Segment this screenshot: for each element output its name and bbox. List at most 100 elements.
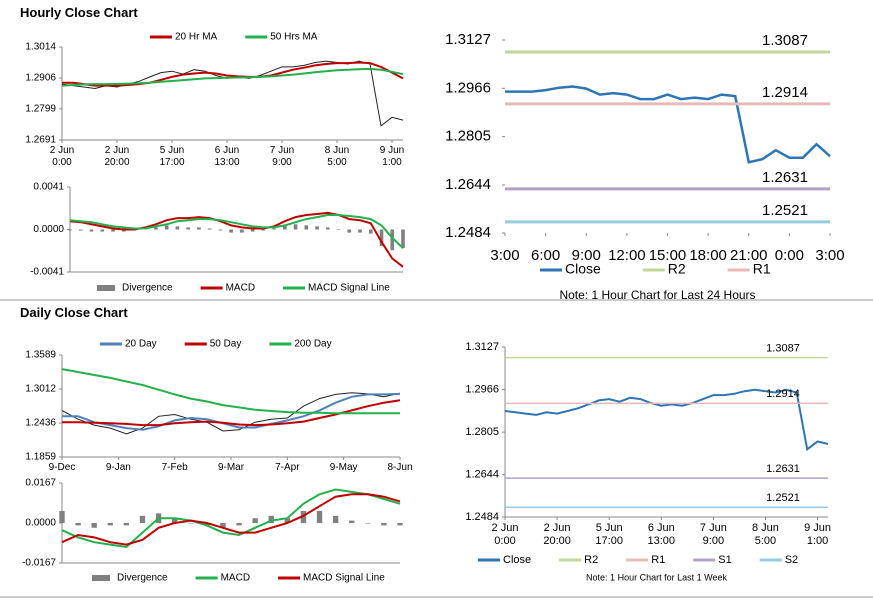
x-tick-label: 2 Jun 20:00 xyxy=(543,522,571,547)
divergence-bar xyxy=(207,228,212,230)
divergence-bar xyxy=(293,224,298,230)
x-tick-label: 21:00 xyxy=(729,247,768,264)
divergence-bar xyxy=(204,523,210,526)
x-tick-label: 2 Jun 0:00 xyxy=(491,522,519,547)
x-tick-label: 3:00 xyxy=(490,247,520,264)
divergence-bar xyxy=(261,229,266,231)
divergence-bar xyxy=(121,229,126,232)
y-tick-label: 0.0167 xyxy=(25,478,56,489)
legend-label: 20 Hr MA xyxy=(175,32,218,43)
level-label: 1.2914 xyxy=(762,84,808,101)
x-tick-label: 5 Jun 17:00 xyxy=(159,145,185,168)
legend-label: Divergence xyxy=(117,573,168,584)
legend-label: S1 xyxy=(718,554,731,566)
divergence-bar xyxy=(316,511,323,523)
x-tick-label: 3:00 xyxy=(815,247,845,264)
legend-swatch xyxy=(92,575,110,581)
heading: Daily Close Chart xyxy=(20,305,128,320)
series-line xyxy=(505,85,831,164)
divergence-bar xyxy=(332,515,339,523)
divergence-bar xyxy=(368,229,373,234)
x-tick-label: 6:00 xyxy=(531,247,561,264)
divergence-bar xyxy=(252,518,258,523)
x-tick-label: 2 Jun 20:00 xyxy=(104,145,130,168)
x-tick-label: 7 Jun 9:00 xyxy=(699,522,727,547)
x-tick-label: 8 Jun 5:00 xyxy=(752,522,779,547)
series-line xyxy=(61,493,401,546)
divergence-bar xyxy=(358,229,362,233)
level-label: 1.2631 xyxy=(762,169,808,186)
divergence-bar xyxy=(68,229,72,231)
divergence-bar xyxy=(89,229,94,232)
legend-label: 200 Day xyxy=(294,339,331,350)
level-label: 1.2914 xyxy=(766,388,800,400)
y-tick-label: 0.0000 xyxy=(25,518,56,529)
divergence-bar xyxy=(218,229,223,231)
x-tick-label: 0:00 xyxy=(774,247,804,264)
y-tick-label: 1.1859 xyxy=(25,452,56,463)
y-tick-label: -0.0167 xyxy=(22,558,56,569)
divergence-bar xyxy=(347,229,352,233)
x-tick-label: 6 Jun 13:00 xyxy=(647,522,676,547)
y-tick-label: 0.0041 xyxy=(33,182,64,193)
x-tick-label: 9-May xyxy=(329,462,358,473)
divergence-bar xyxy=(59,511,65,523)
legend-label: 50 Day xyxy=(210,339,242,350)
series-line xyxy=(61,488,401,549)
divergence-bar xyxy=(272,228,276,230)
level-label: 1.3087 xyxy=(766,342,800,354)
level-label: 1.3087 xyxy=(762,32,808,49)
y-tick-label: 0.0000 xyxy=(33,224,64,235)
divergence-bar xyxy=(401,229,405,249)
divergence-bar xyxy=(111,229,115,232)
y-tick-label: 1.3014 xyxy=(25,42,56,53)
price-line xyxy=(61,392,401,435)
divergence-bar xyxy=(365,523,371,524)
legend-label: Close xyxy=(565,261,601,277)
divergence-bar xyxy=(390,229,395,251)
y-tick-label: 1.2799 xyxy=(25,104,56,115)
legend-swatch xyxy=(97,285,115,291)
series-line xyxy=(62,61,404,87)
divergence-bar xyxy=(123,523,130,526)
y-tick-label: 1.2436 xyxy=(25,418,56,429)
divergence-bar xyxy=(188,523,194,524)
level-label: 1.2631 xyxy=(766,463,800,475)
legend-label: R2 xyxy=(584,554,598,566)
divergence-bar xyxy=(304,225,309,230)
legend-label: S2 xyxy=(785,554,798,566)
x-tick-label: 8 Jun 5:00 xyxy=(324,145,350,168)
y-tick-label: 1.3012 xyxy=(25,384,56,395)
divergence-bar xyxy=(75,523,81,526)
y-tick-label: 1.2484 xyxy=(445,224,491,241)
heading: Hourly Close Chart xyxy=(20,5,138,20)
series-line xyxy=(504,388,829,452)
note: Note: 1 Hour Chart for Last 1 Week xyxy=(586,572,727,582)
x-tick-label: 15:00 xyxy=(648,247,687,264)
x-tick-label: 5 Jun 17:00 xyxy=(595,522,623,547)
divergence-bar xyxy=(91,523,97,528)
divergence-bar xyxy=(100,229,105,232)
y-tick-label: 1.2691 xyxy=(25,135,56,146)
x-tick-label: 18:00 xyxy=(689,247,727,264)
x-tick-label: 6 Jun 13:00 xyxy=(214,145,240,168)
divergence-bar xyxy=(240,229,244,233)
divergence-bar xyxy=(236,523,242,526)
legend-label: 20 Day xyxy=(125,339,157,350)
x-tick-label: 7-Feb xyxy=(161,462,188,473)
legend-label: MACD Signal Line xyxy=(308,283,390,294)
x-tick-label: 7-Apr xyxy=(275,462,300,473)
legend-label: Close xyxy=(503,554,531,566)
y-tick-label: 1.2644 xyxy=(465,469,499,481)
divergence-bar xyxy=(284,518,291,523)
divergence-bar xyxy=(379,229,384,247)
series-line xyxy=(62,392,401,431)
legend-label: Divergence xyxy=(122,283,173,294)
divergence-bar xyxy=(268,515,274,523)
divergence-bar xyxy=(300,511,307,523)
x-tick-label: 9-Jan xyxy=(105,462,131,473)
legend-label: R2 xyxy=(668,261,686,277)
divergence-bar xyxy=(171,518,178,523)
series-line xyxy=(61,67,404,87)
